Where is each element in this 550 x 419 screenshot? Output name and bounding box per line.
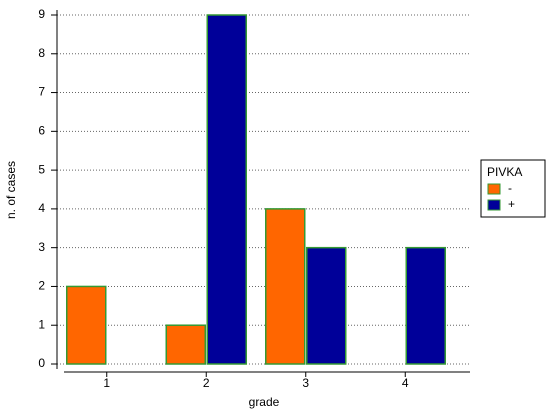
x-tick-label: 4 [402,376,409,390]
y-tick-label: 3 [38,240,45,254]
y-tick-label: 2 [38,279,45,293]
y-tick-label: 0 [38,356,45,370]
bar [265,208,306,365]
x-tick-label: 3 [302,376,309,390]
y-tick-label: 4 [38,201,45,215]
bar [66,285,107,365]
y-tick-label: 6 [38,124,45,138]
y-tick-label: 7 [38,85,45,99]
x-tick-label: 1 [103,376,110,390]
legend-swatch [487,183,501,195]
legend-title: PIVKA [487,165,522,179]
bar [206,14,247,365]
x-tick-label: 2 [203,376,210,390]
legend-swatch [487,199,501,211]
bar [405,246,446,365]
y-tick-label: 5 [38,162,45,176]
legend-label: - [508,181,512,195]
y-axis-label: n. of cases [4,161,18,219]
bar [306,246,347,365]
y-tick-label: 1 [38,317,45,331]
x-axis-label: grade [249,395,280,409]
y-tick-label: 8 [38,46,45,60]
bar [165,324,206,365]
y-tick-label: 9 [38,7,45,21]
legend-label: + [508,197,515,211]
